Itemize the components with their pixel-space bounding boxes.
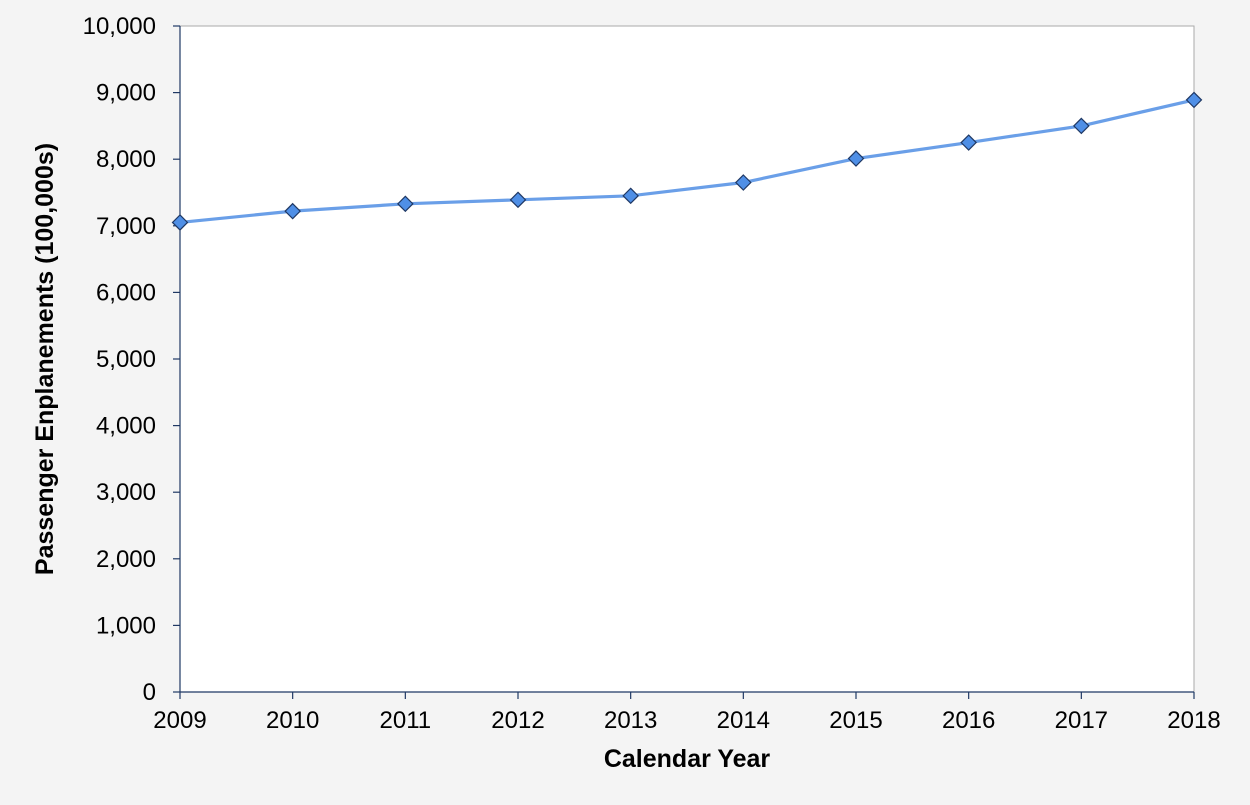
y-tick-label: 8,000 (96, 146, 156, 173)
y-tick-label: 5,000 (96, 346, 156, 373)
x-tick-label: 2016 (942, 707, 995, 734)
series-layer (171, 91, 1203, 231)
y-tick-label: 6,000 (96, 279, 156, 306)
data-point-marker (960, 134, 978, 151)
x-tick-label: 2009 (153, 707, 206, 734)
x-axis: 2009 2010 2011 2012 2013 2014 2015 2016 2017 2018 (153, 691, 1221, 734)
x-tick-label: 2013 (604, 707, 657, 734)
x-axis-title: Calendar Year (604, 745, 771, 773)
data-point-marker (171, 214, 189, 231)
data-point-marker (509, 191, 527, 209)
y-tick-label: 0 (143, 679, 156, 706)
x-tick-label: 2015 (829, 707, 882, 734)
x-tick-label: 2014 (717, 707, 770, 734)
data-point-marker (1072, 117, 1090, 135)
y-tick-label: 4,000 (96, 413, 156, 440)
y-tick-label: 7,000 (96, 213, 156, 240)
y-tick-label: 2,000 (96, 546, 156, 573)
y-tick-label: 10,000 (83, 13, 156, 40)
x-tick-label: 2011 (380, 707, 432, 734)
x-tick-label: 2010 (266, 707, 319, 734)
x-tick-label: 2018 (1167, 707, 1220, 734)
x-tick-label: 2017 (1055, 707, 1108, 734)
data-point-marker (847, 150, 865, 167)
series-line (178, 98, 1196, 225)
data-point-marker (1185, 91, 1203, 109)
data-point-marker (396, 195, 414, 213)
data-point-marker (734, 174, 752, 191)
y-axis-title: Passenger Enplanements (100,000s) (31, 143, 59, 575)
data-point-marker (622, 187, 640, 205)
y-axis: 0 1,000 2,000 3,000 4,000 5,000 6,000 7,000 8,00… (83, 13, 181, 706)
y-tick-label: 9,000 (96, 80, 156, 107)
plot-area (179, 25, 1195, 693)
y-tick-label: 3,000 (96, 479, 156, 506)
data-point-marker (284, 202, 302, 220)
y-tick-label: 1,000 (96, 612, 156, 639)
x-tick-label: 2012 (491, 707, 544, 734)
